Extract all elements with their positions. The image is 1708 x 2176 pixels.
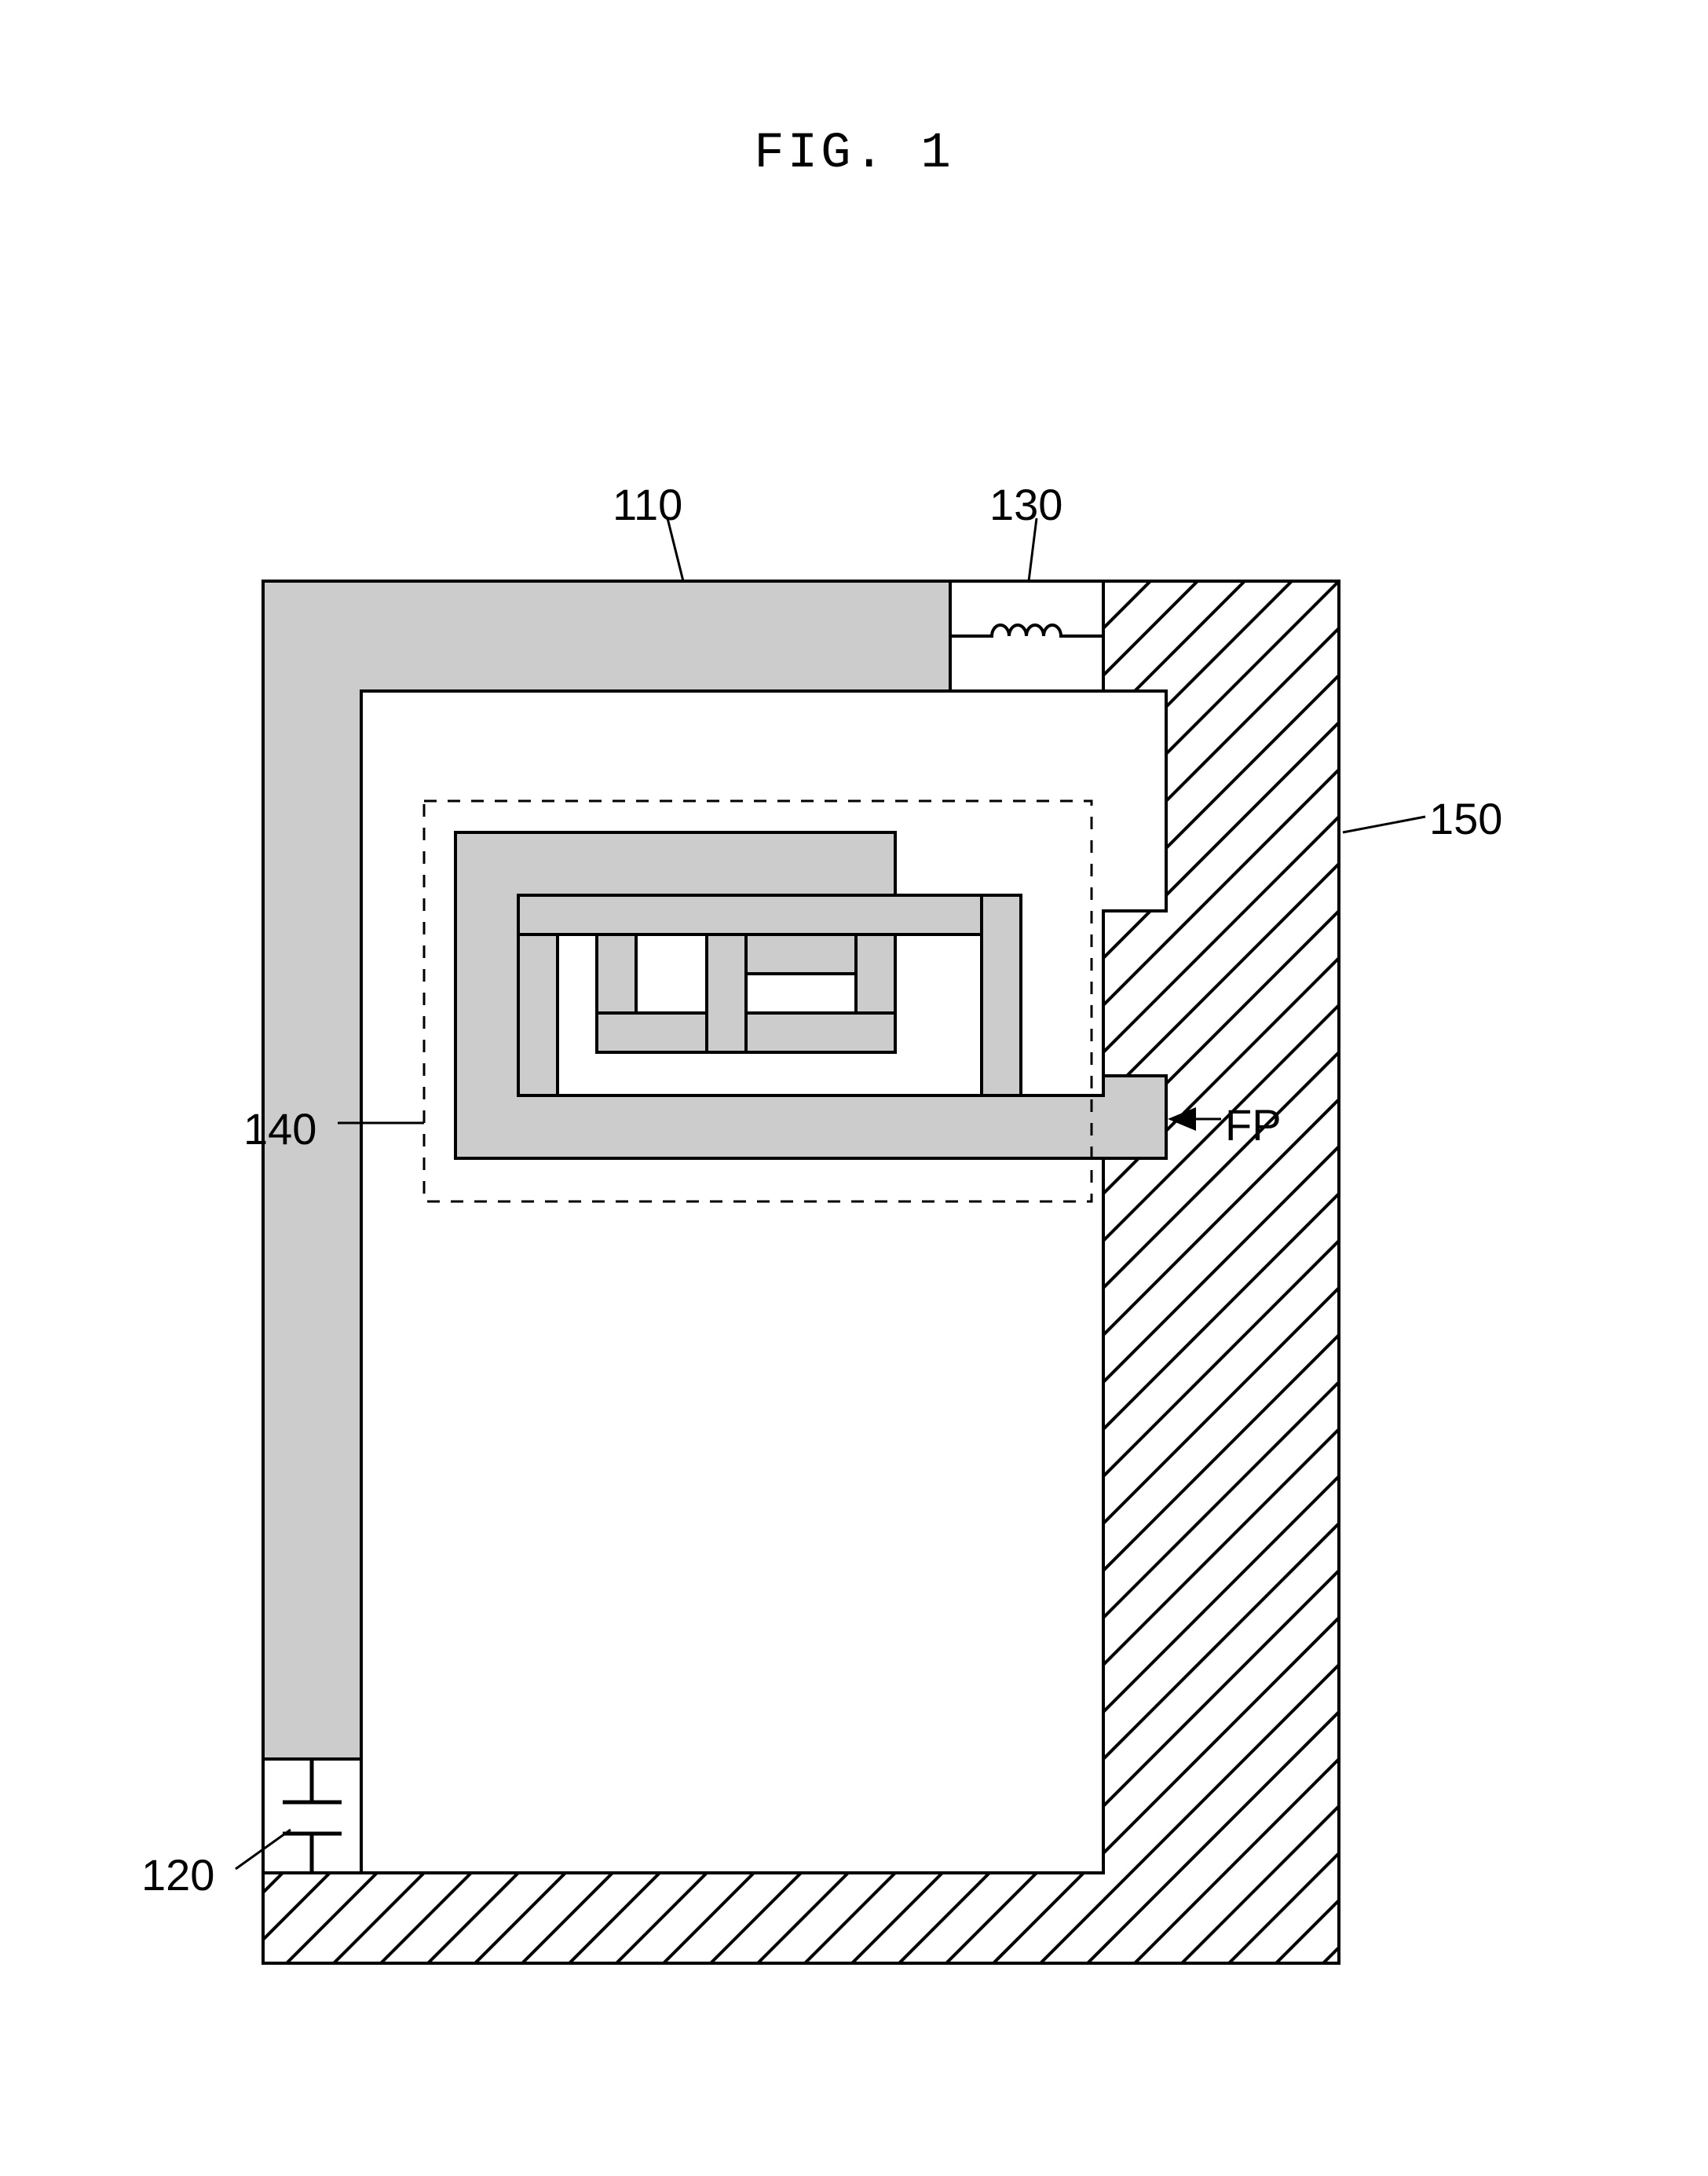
- antenna-diagram: [0, 0, 1708, 2176]
- label-140: 140: [243, 1103, 316, 1154]
- label-fp: FP: [1225, 1099, 1282, 1150]
- label-130: 130: [989, 479, 1062, 530]
- capacitor: [263, 1759, 361, 1873]
- trace-feed: [455, 832, 1166, 1158]
- ground-plane: [0, 542, 1708, 2002]
- label-120: 120: [141, 1849, 214, 1900]
- inductor: [950, 581, 1103, 691]
- label-110: 110: [613, 479, 682, 530]
- trace-main: [263, 581, 1103, 1759]
- label-150: 150: [1429, 793, 1502, 844]
